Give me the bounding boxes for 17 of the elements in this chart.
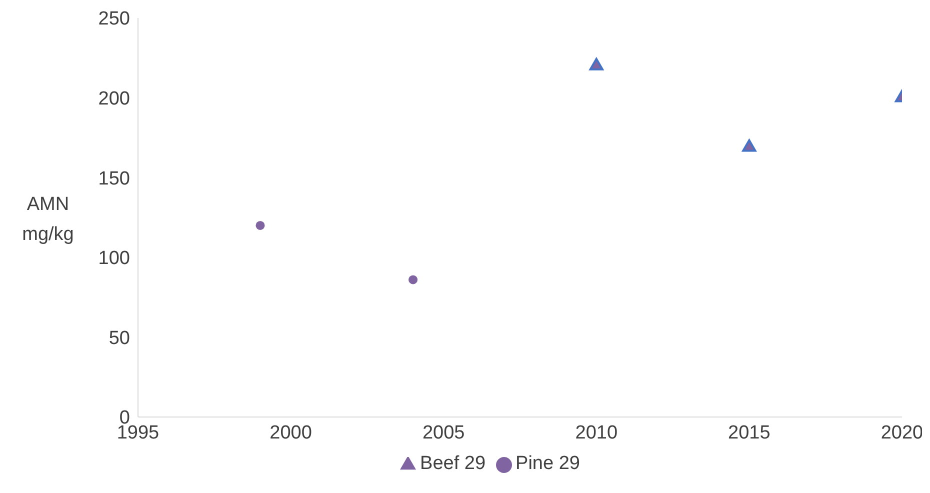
point: [256, 220, 265, 230]
y-tick-label: 250: [98, 8, 130, 30]
legend-label: Pine 29: [516, 453, 580, 474]
point: [408, 275, 418, 284]
x-tick-label: 2005: [422, 422, 465, 444]
x-tick-label: 2020: [880, 422, 924, 444]
y-tick-label: 200: [98, 88, 130, 110]
y-tick-label: 150: [98, 168, 130, 190]
x-tick-label: 2000: [270, 422, 312, 444]
x-tick-label: 2010: [575, 422, 618, 444]
y-tick-label: 50: [108, 328, 130, 349]
point: [589, 58, 604, 70]
x-tick-label: 2015: [728, 422, 770, 444]
point: [742, 139, 756, 152]
y-axis-title: AMN mg/kg: [22, 194, 74, 245]
legend-label: Beef 29: [420, 453, 486, 474]
y-tick-label: 100: [98, 248, 130, 270]
